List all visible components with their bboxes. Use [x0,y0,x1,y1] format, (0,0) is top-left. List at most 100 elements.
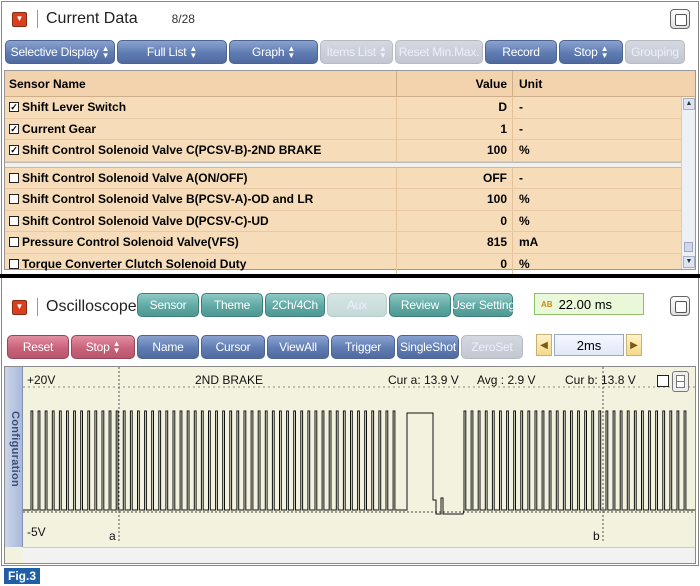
sensor-name: Shift Lever Switch [22,100,127,115]
scroll-thumb[interactable] [684,242,693,252]
stop-button[interactable]: Stop ▲ ▼ [559,40,623,64]
cursor-a-marker[interactable]: a [109,529,116,543]
zeroset-button[interactable]: ZeroSet [461,335,523,359]
cursor-button[interactable]: Cursor [201,335,265,359]
configuration-tab[interactable]: Configuration [5,367,23,547]
2ch-4ch-button[interactable]: 2Ch/4Ch [265,293,325,317]
table-row[interactable]: Shift Control Solenoid Valve D(PCSV-C)-U… [5,210,695,232]
theme-button-label: Theme [213,298,251,312]
user-setting-button[interactable]: User Setting [451,293,515,317]
sensor-name-cell: ✓ Shift Lever Switch [5,97,397,118]
sensor-name: Shift Control Solenoid Valve C(PCSV-B)-2… [22,143,322,158]
review-button[interactable]: Review [389,293,451,317]
2ch-4ch-button-label: 2Ch/4Ch [272,298,318,312]
row-checkbox[interactable] [9,172,19,183]
reset-button[interactable]: Reset [7,335,69,359]
graph-button[interactable]: Graph ▲ ▼ [229,40,318,64]
sensor-name: Shift Control Solenoid Valve B(PCSV-A)-O… [22,192,314,207]
row-checkbox[interactable]: ✓ [9,102,19,113]
sensor-name: Torque Converter Clutch Solenoid Duty [22,256,247,271]
waveform-plot[interactable] [23,367,695,547]
cursor-b-marker[interactable]: b [593,529,600,543]
cursor-ab-icon: AB [541,299,553,309]
grouping-button[interactable]: Grouping [625,40,685,64]
singleshot-button[interactable]: SingleShot [397,335,459,359]
column-value: Value [397,71,513,96]
column-unit: Unit [519,76,543,91]
time-division-decrease-icon[interactable]: ◀ [536,334,552,356]
full-list-button[interactable]: Full List ▲ ▼ [117,40,227,64]
time-readout: AB 22.00 ms [534,293,644,315]
oscilloscope-top-toolbar: Sensor Theme 2Ch/4Ch Aux Review User Setting [136,291,515,319]
other-rows: Shift Control Solenoid Valve A(ON/OFF) OF… [5,167,695,275]
updown-arrow-icon: ▲ ▼ [189,44,198,60]
row-checkbox[interactable] [9,215,19,226]
table-row[interactable]: Pressure Control Solenoid Valve(VFS) 815 m… [5,232,695,254]
header-divider [37,10,38,28]
sensor-name-cell: Shift Control Solenoid Valve D(PCSV-C)-U… [5,210,397,231]
table-section-divider[interactable] [5,161,695,168]
sensor-value: 815 [397,232,513,253]
current-data-title: Current Data [46,10,138,27]
items-list-button[interactable]: Items List ▲ ▼ [320,40,393,64]
reset-min-max-button[interactable]: Reset Min.Max. [395,40,483,64]
configuration-tab-label: Configuration [9,411,21,487]
split-view-icon[interactable] [672,371,689,392]
trigger-button-label: Trigger [344,340,382,354]
maximize-oscilloscope-icon[interactable] [670,296,690,316]
sensor-name-cell: Torque Converter Clutch Solenoid Duty [5,253,397,274]
stop-button-label: Stop [85,340,110,354]
time-division-increase-icon[interactable]: ▶ [626,334,642,356]
sensor-button[interactable]: Sensor [137,293,199,317]
sensor-table: Sensor Name Value Unit ✓ Shift Lever Swit… [4,70,696,275]
stop-button[interactable]: Stop ▲ ▼ [71,335,135,359]
items-list-button-label: Items List [326,45,376,59]
row-checkbox[interactable] [9,194,19,205]
sensor-value: OFF [397,167,513,188]
row-checkbox[interactable]: ✓ [9,123,19,134]
table-scrollbar[interactable]: ▲ ▼ [681,97,695,269]
table-row[interactable]: ✓ Shift Control Solenoid Valve C(PCSV-B)-… [5,140,695,162]
row-checkbox[interactable] [9,258,19,269]
oscilloscope-bottom-toolbar: Reset Stop ▲ ▼ Name Cursor ViewAll Trigger Singl… [6,333,523,361]
name-button[interactable]: Name [137,335,199,359]
scope-horizontal-scrollbar[interactable] [23,547,695,563]
scroll-up-icon[interactable]: ▲ [683,98,695,110]
sensor-button-label: Sensor [149,298,187,312]
sensor-name: Pressure Control Solenoid Valve(VFS) [22,235,239,250]
table-row[interactable]: ✓ Shift Lever Switch D - [5,97,695,119]
sensor-value: 0 [397,210,513,231]
table-row[interactable]: Shift Control Solenoid Valve A(ON/OFF) OF… [5,167,695,189]
sensor-name: Shift Control Solenoid Valve D(PCSV-C)-U… [22,213,269,228]
time-division-control: ◀ 2ms ▶ [536,334,642,356]
sensor-name-cell: Shift Control Solenoid Valve B(PCSV-A)-O… [5,189,397,210]
sensor-unit: - [519,121,523,136]
trigger-button[interactable]: Trigger [331,335,395,359]
maximize-current-data-icon[interactable] [670,9,690,29]
display-option-checkbox[interactable] [657,375,669,387]
sensor-name-cell: Shift Control Solenoid Valve A(ON/OFF) [5,167,397,188]
oscilloscope-header: ▼ Oscilloscope [4,292,696,322]
collapse-current-data-icon[interactable]: ▼ [12,11,27,27]
scroll-down-icon[interactable]: ▼ [683,256,695,268]
page-count: 8/28 [171,12,195,26]
aux-button[interactable]: Aux [327,293,387,317]
column-sensor-name: Sensor Name [5,71,397,96]
selected-rows: ✓ Shift Lever Switch D - ✓ Current Gear 1- ✓ Shi… [5,97,695,162]
theme-button[interactable]: Theme [201,293,263,317]
viewall-button[interactable]: ViewAll [267,335,329,359]
scale-bottom-label: -5V [27,525,46,539]
row-checkbox[interactable]: ✓ [9,145,19,156]
table-row[interactable]: Torque Converter Clutch Solenoid Duty 0% [5,253,695,275]
time-division-value[interactable]: 2ms [554,334,624,356]
row-checkbox[interactable] [9,237,19,248]
record-button[interactable]: Record [485,40,557,64]
table-row[interactable]: ✓ Current Gear 1- [5,118,695,140]
sensor-value: 100 [397,189,513,210]
table-row[interactable]: Shift Control Solenoid Valve B(PCSV-A)-O… [5,189,695,211]
waveform-trace [23,410,695,515]
collapse-oscilloscope-icon[interactable]: ▼ [12,299,27,315]
average-readout: Avg : 2.9 V [477,373,536,387]
figure-label: Fig.3 [4,568,41,584]
selective-display-button[interactable]: Selective Display ▲ ▼ [5,40,115,64]
